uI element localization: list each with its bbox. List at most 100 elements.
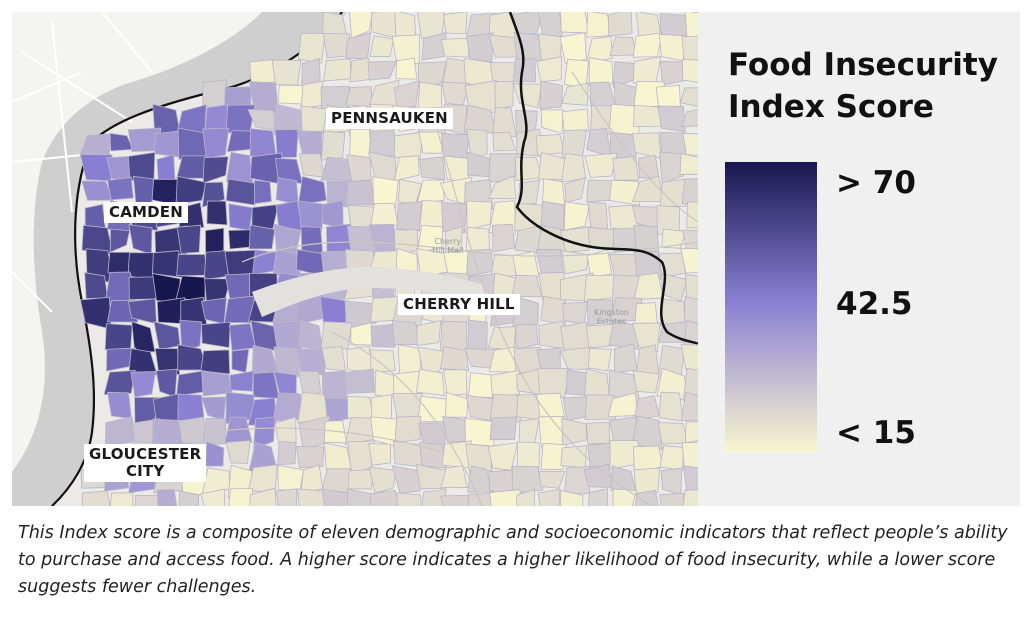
census-tract — [560, 12, 590, 34]
legend-label-low: < 15 — [836, 415, 916, 451]
census-tract — [490, 370, 520, 400]
census-tract — [535, 134, 565, 156]
census-tract — [538, 33, 563, 62]
census-tract — [416, 368, 445, 397]
census-tract — [300, 80, 324, 110]
place-label-cherry-hill: CHERRY HILL — [398, 294, 520, 315]
census-tract — [440, 494, 472, 506]
census-tract — [559, 346, 593, 370]
census-tract — [132, 175, 156, 205]
park-corridor — [252, 267, 492, 317]
census-tract — [200, 349, 231, 375]
census-tract — [659, 492, 685, 506]
census-tract — [584, 152, 618, 178]
census-tract — [106, 391, 132, 420]
census-tract — [489, 489, 522, 506]
census-tract — [417, 346, 447, 378]
census-tract — [443, 369, 468, 396]
census-tract — [659, 61, 684, 86]
census-tract — [228, 488, 254, 506]
legend-label-mid: 42.5 — [836, 286, 913, 322]
census-tract — [488, 175, 517, 200]
census-tract — [202, 127, 230, 159]
census-tract — [540, 109, 564, 135]
census-tract — [277, 440, 297, 466]
census-tract — [443, 12, 468, 35]
place-label-gloucester-city: GLOUCESTER CITY — [84, 444, 207, 482]
census-tract — [178, 490, 200, 506]
census-tract — [560, 445, 587, 469]
census-tract — [562, 396, 589, 421]
census-tract — [585, 36, 613, 64]
census-tract — [679, 153, 698, 175]
census-tract — [586, 249, 612, 278]
census-tract — [206, 200, 228, 226]
census-tract — [298, 32, 326, 64]
census-tract — [561, 152, 587, 183]
census-tract — [320, 321, 353, 350]
census-tract — [661, 272, 688, 302]
census-tract — [176, 254, 208, 277]
census-tract — [587, 348, 612, 372]
census-tract — [441, 201, 468, 234]
census-tract — [418, 61, 447, 88]
census-tract — [540, 442, 567, 471]
census-tract — [440, 346, 470, 372]
census-tract — [465, 443, 493, 474]
place-label-camden: CAMDEN — [104, 202, 188, 223]
poi-label-cherry-hill-mall: Cherry Hill Mall — [432, 237, 464, 255]
census-tract — [561, 250, 589, 275]
census-tract — [109, 228, 131, 253]
census-tract — [344, 300, 377, 330]
census-tract — [271, 59, 302, 86]
census-tract — [559, 489, 584, 506]
census-tract — [391, 465, 425, 494]
census-tract — [177, 393, 205, 423]
census-tract — [682, 132, 698, 156]
census-tract — [175, 275, 206, 301]
philadelphia-land — [12, 12, 262, 472]
census-tract — [467, 372, 494, 399]
census-tract — [583, 274, 615, 303]
census-tract — [249, 128, 277, 157]
census-tract — [346, 345, 374, 373]
caption: This Index score is a composite of eleve… — [18, 523, 1008, 597]
census-tract — [440, 465, 468, 488]
census-tract — [440, 37, 470, 58]
census-tract — [344, 368, 375, 395]
census-tract — [564, 176, 587, 203]
census-tract — [345, 86, 372, 107]
census-tract — [228, 203, 254, 231]
census-tract — [682, 59, 698, 83]
map-graphic — [12, 12, 698, 506]
census-tract — [585, 421, 611, 445]
census-tract — [538, 416, 565, 449]
census-tract — [297, 175, 327, 206]
census-tract — [367, 60, 398, 81]
census-tract — [659, 151, 686, 184]
census-tract — [492, 107, 517, 138]
census-tract — [445, 391, 469, 418]
census-tract — [417, 395, 447, 423]
census-tract — [397, 344, 422, 375]
census-tract — [419, 156, 446, 181]
census-tract — [81, 490, 111, 506]
census-tract — [584, 394, 617, 421]
census-tract — [612, 488, 637, 506]
census-tract — [632, 370, 660, 394]
census-tract — [225, 178, 256, 206]
census-tract — [494, 81, 514, 110]
census-tract — [324, 397, 350, 424]
census-tract — [274, 129, 299, 158]
census-tract — [321, 12, 347, 38]
census-tract — [633, 467, 661, 496]
census-tract — [680, 391, 698, 422]
census-tract — [466, 200, 493, 231]
census-tract — [277, 464, 305, 492]
census-tract — [511, 465, 544, 494]
census-tract — [540, 295, 567, 326]
census-tract — [612, 156, 639, 181]
legend-label-high: > 70 — [836, 165, 916, 201]
census-tract — [489, 416, 517, 441]
census-tract — [661, 228, 687, 249]
